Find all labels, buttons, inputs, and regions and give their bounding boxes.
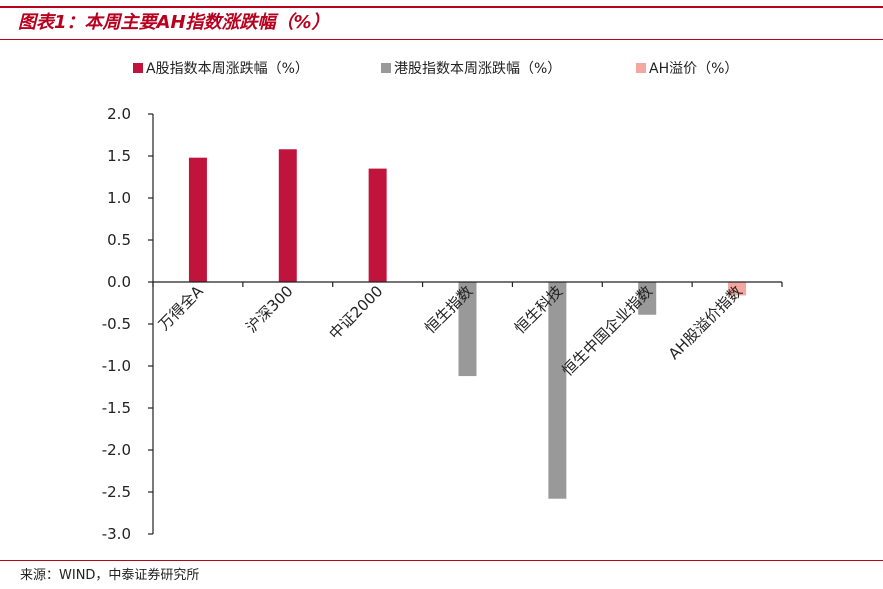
y-tick-label: 1.5 [107, 147, 131, 165]
bar [458, 282, 477, 377]
bar [278, 149, 297, 282]
header-rule-bottom [0, 39, 883, 40]
legend-label: 港股指数本周涨跌幅（%） [394, 61, 561, 77]
chart-legend: A股指数本周涨跌幅（%） 港股指数本周涨跌幅（%） AH溢价（%） [133, 61, 738, 77]
header-rule-top [0, 6, 883, 8]
bar [728, 282, 747, 296]
figure-title: 图表1：本周主要AH指数涨跌幅（%） [18, 12, 330, 33]
bar [638, 282, 657, 315]
category-label: 沪深300 [242, 282, 296, 336]
bar [368, 168, 387, 282]
y-tick-label: 2.0 [107, 105, 131, 123]
y-tick-label: 0.5 [107, 231, 131, 249]
y-axis: 2.0 1.5 1.0 0.5 0.0 -0.5 -1.0 -1.5 -2.0 -2.5 -3.0 [102, 105, 154, 543]
y-tick-label: -2.5 [102, 483, 131, 501]
y-tick-label: -0.5 [102, 315, 131, 333]
y-tick-label: -3.0 [102, 525, 131, 543]
legend-label: A股指数本周涨跌幅（%） [146, 61, 309, 77]
y-tick-label: 1.0 [107, 189, 131, 207]
y-tick-label: -1.0 [102, 357, 131, 375]
legend-swatch [133, 63, 143, 73]
category-label: 万得全A [155, 282, 207, 334]
y-tick-label: -1.5 [102, 399, 131, 417]
category-label: 中证2000 [326, 282, 387, 343]
figure-header: 图表1：本周主要AH指数涨跌幅（%） [0, 0, 883, 42]
footer-rule [0, 560, 883, 561]
bars-group [188, 149, 747, 499]
y-tick-label: -2.0 [102, 441, 131, 459]
bar [548, 282, 567, 499]
source-note: 来源：WIND，中泰证券研究所 [20, 568, 200, 583]
legend-swatch [381, 63, 391, 73]
x-axis [152, 281, 783, 287]
bar [188, 157, 207, 282]
category-label: 恒生中国企业指数 [558, 282, 656, 380]
legend-label: AH溢价（%） [649, 61, 738, 77]
y-tick-label: 0.0 [107, 273, 131, 291]
legend-swatch [636, 63, 646, 73]
category-label: AH股溢价指数 [665, 282, 746, 363]
bar-chart: A股指数本周涨跌幅（%） 港股指数本周涨跌幅（%） AH溢价（%） 2.0 1.5 1.… [102, 61, 783, 543]
